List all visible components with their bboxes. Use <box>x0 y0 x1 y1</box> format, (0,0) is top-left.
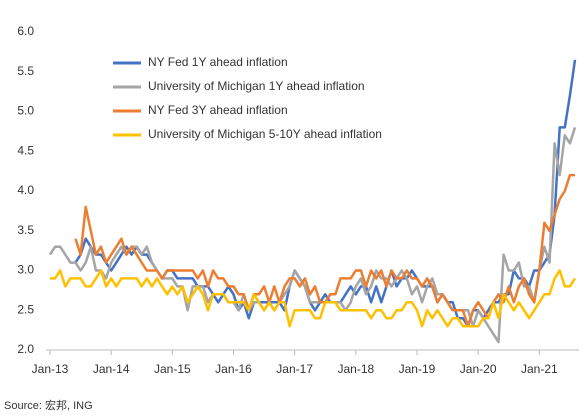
y-tick-label: 2.0 <box>17 342 34 356</box>
legend-label: University of Michigan 1Y ahead inflatio… <box>148 79 365 93</box>
series-line <box>50 269 577 328</box>
legend-label: University of Michigan 5-10Y ahead infla… <box>148 127 382 141</box>
x-tick-label: Jan-17 <box>276 362 313 376</box>
series-line <box>48 127 577 344</box>
x-tick-label: Jan-15 <box>154 362 191 376</box>
x-tick-label: Jan-19 <box>399 362 436 376</box>
x-tick-label: Jan-16 <box>215 362 252 376</box>
legend-label: NY Fed 1Y ahead inflation <box>148 55 288 69</box>
y-tick-label: 3.5 <box>17 223 34 237</box>
x-tick-label: Jan-20 <box>460 362 497 376</box>
y-tick-label: 4.5 <box>17 143 34 157</box>
y-tick-label: 4.0 <box>17 183 34 197</box>
source: Source: 宏邦, ING <box>4 398 93 412</box>
y-tick-label: 2.5 <box>17 302 34 316</box>
x-tick-label: Jan-21 <box>521 362 558 376</box>
y-tick-label: 5.0 <box>17 104 34 118</box>
y-tick-label: 6.0 <box>17 24 34 38</box>
x-tick-label: Jan-18 <box>337 362 374 376</box>
y-tick-label: 3.0 <box>17 263 34 277</box>
y-tick-label: 5.5 <box>17 64 34 78</box>
x-tick-label: Jan-13 <box>32 362 69 376</box>
x-tick-label: Jan-14 <box>93 362 130 376</box>
legend-label: NY Fed 3Y ahead inflation <box>148 103 288 117</box>
